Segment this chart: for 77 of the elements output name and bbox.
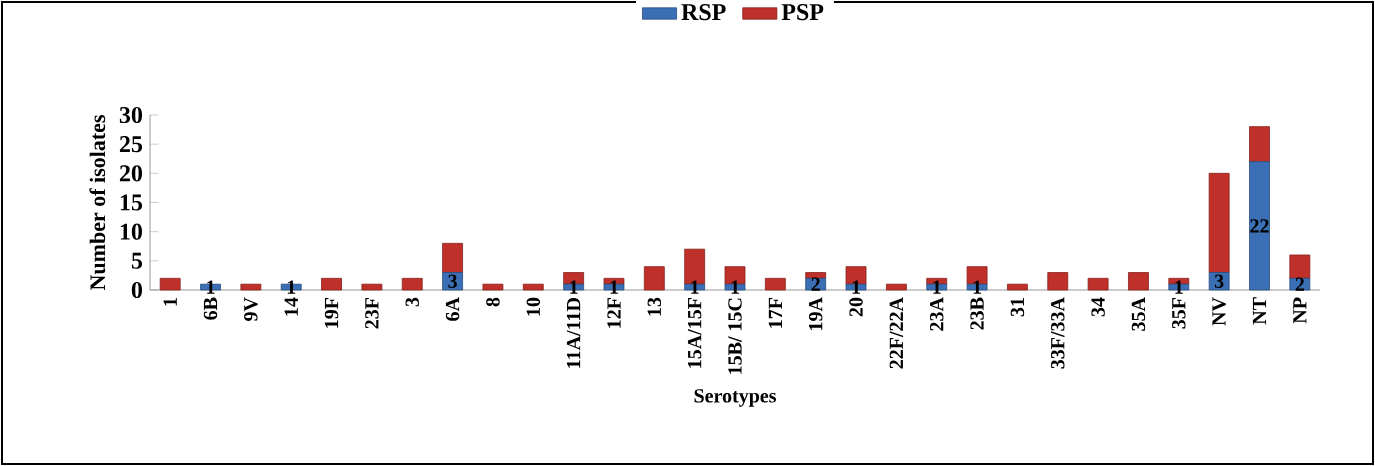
x-tick-label: NT bbox=[1252, 297, 1267, 325]
x-tick-label: 6A bbox=[445, 297, 460, 321]
data-label: 3 bbox=[448, 274, 457, 288]
bar bbox=[1128, 272, 1149, 291]
bar bbox=[361, 283, 383, 291]
x-tick-label: 14 bbox=[284, 297, 298, 316]
x-tick-label: 31 bbox=[1010, 298, 1025, 317]
x-tick-label: 6B bbox=[203, 297, 218, 320]
y-tick-label: 15 bbox=[120, 194, 143, 211]
x-tick-label: 15B/ 15C bbox=[728, 298, 742, 374]
x-tick-label: 35F bbox=[1172, 298, 1186, 329]
bar bbox=[885, 283, 907, 291]
y-tick-label: 0 bbox=[131, 281, 143, 299]
data-label: 1 bbox=[1175, 280, 1183, 294]
bar bbox=[805, 272, 827, 279]
x-tick-label: 34 bbox=[1091, 297, 1105, 317]
x-tick-label: 8 bbox=[486, 297, 500, 307]
x-tick-label: 10 bbox=[526, 297, 541, 316]
x-tick-label: NP bbox=[1293, 297, 1307, 324]
x-axis-title: Serotypes bbox=[694, 389, 777, 407]
x-tick-label: 17F bbox=[768, 298, 782, 328]
bar bbox=[1007, 283, 1028, 291]
bar bbox=[401, 277, 423, 291]
data-label: 3 bbox=[1214, 274, 1224, 288]
bar bbox=[1208, 272, 1230, 291]
legend-label: RSP bbox=[681, 4, 726, 21]
x-tick-label: 22F/22A bbox=[889, 297, 904, 369]
y-axis-title: Number of isolates bbox=[89, 115, 106, 291]
x-tick-label: 33F/33A bbox=[1051, 297, 1065, 369]
data-label: 1 bbox=[287, 280, 296, 294]
bar bbox=[482, 283, 504, 291]
x-tick-label: 35A bbox=[1131, 297, 1146, 331]
bar bbox=[1047, 272, 1069, 291]
bar bbox=[1208, 172, 1230, 273]
bar bbox=[1249, 126, 1270, 163]
data-label: 1 bbox=[852, 280, 861, 294]
data-label: 1 bbox=[570, 280, 578, 294]
bar bbox=[643, 266, 665, 291]
bar bbox=[442, 272, 463, 291]
y-tick-label: 25 bbox=[119, 136, 143, 153]
y-tick-label: 30 bbox=[119, 106, 143, 124]
data-label: 1 bbox=[610, 280, 618, 294]
y-tick-label: 5 bbox=[131, 252, 143, 269]
x-tick-label: 20 bbox=[849, 297, 863, 317]
x-tick-label: 11A/11D bbox=[566, 298, 581, 368]
x-tick-label: 23A bbox=[930, 297, 944, 331]
data-label: 1 bbox=[731, 280, 739, 294]
x-tick-label: 23B bbox=[970, 297, 984, 330]
bar bbox=[522, 283, 544, 291]
x-tick-label: 23F bbox=[365, 298, 379, 329]
data-label: 2 bbox=[1295, 277, 1304, 291]
x-tick-label: 15A/15F bbox=[687, 298, 702, 368]
x-tick-label: 12F bbox=[607, 298, 621, 328]
bar bbox=[1289, 254, 1311, 279]
data-label: 2 bbox=[811, 277, 820, 291]
x-tick-label: 9V bbox=[244, 297, 258, 321]
legend-label: PSP bbox=[781, 4, 824, 21]
bar bbox=[1249, 161, 1270, 291]
data-label: 1 bbox=[691, 280, 699, 294]
bar bbox=[240, 283, 262, 291]
data-label: 22 bbox=[1250, 219, 1269, 233]
data-label: 1 bbox=[207, 280, 215, 294]
y-tick-label: 10 bbox=[120, 223, 143, 240]
data-label: 1 bbox=[933, 280, 941, 294]
data-label: 1 bbox=[973, 280, 982, 294]
y-tick-label: 20 bbox=[119, 165, 143, 182]
x-tick-label: 3 bbox=[405, 297, 419, 307]
x-tick-label: 19F bbox=[324, 298, 339, 328]
bar bbox=[442, 242, 463, 273]
bar bbox=[321, 277, 342, 291]
x-tick-label: 1 bbox=[163, 298, 177, 306]
x-tick-label: NV bbox=[1212, 297, 1226, 326]
x-tick-label: 19A bbox=[808, 297, 823, 330]
bar bbox=[764, 277, 786, 291]
bar bbox=[1087, 277, 1109, 291]
bar bbox=[159, 277, 181, 291]
x-tick-label: 13 bbox=[647, 297, 662, 316]
